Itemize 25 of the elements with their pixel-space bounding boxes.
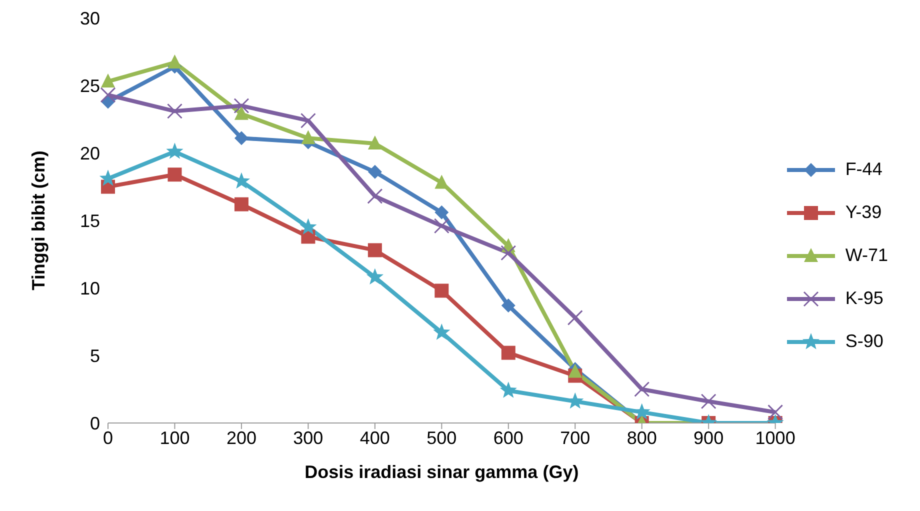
legend-label: K-95 bbox=[845, 288, 884, 309]
x-tick-label: 800 bbox=[626, 428, 657, 448]
y-tick-label: 20 bbox=[80, 143, 100, 164]
y-tick-label: 25 bbox=[80, 76, 100, 96]
legend-label: Y-39 bbox=[845, 202, 882, 223]
x-tick-label: 700 bbox=[560, 428, 590, 448]
legend-label: S-90 bbox=[845, 331, 884, 352]
y-tick-label: 15 bbox=[80, 210, 100, 231]
legend-label: W-71 bbox=[845, 245, 888, 266]
x-tick-label: 200 bbox=[226, 428, 256, 448]
x-tick-label: 900 bbox=[694, 428, 724, 448]
x-tick-label: 1000 bbox=[755, 428, 796, 448]
x-axis-title: Dosis iradiasi sinar gamma (Gy) bbox=[304, 462, 579, 482]
legend-label: F-44 bbox=[845, 159, 882, 180]
x-tick-label: 600 bbox=[493, 428, 524, 448]
x-tick-label: 100 bbox=[160, 428, 190, 448]
x-tick-label: 300 bbox=[293, 428, 324, 448]
x-tick-label: 500 bbox=[426, 428, 457, 448]
y-tick-label: 0 bbox=[90, 413, 100, 434]
x-tick-label: 0 bbox=[102, 428, 114, 448]
y-tick-label: 30 bbox=[80, 8, 100, 28]
y-tick-label: 10 bbox=[80, 278, 100, 298]
y-tick-label: 5 bbox=[90, 346, 100, 366]
y-axis-title: Tinggi bibit (cm) bbox=[28, 150, 48, 290]
x-tick-label: 400 bbox=[360, 428, 390, 448]
